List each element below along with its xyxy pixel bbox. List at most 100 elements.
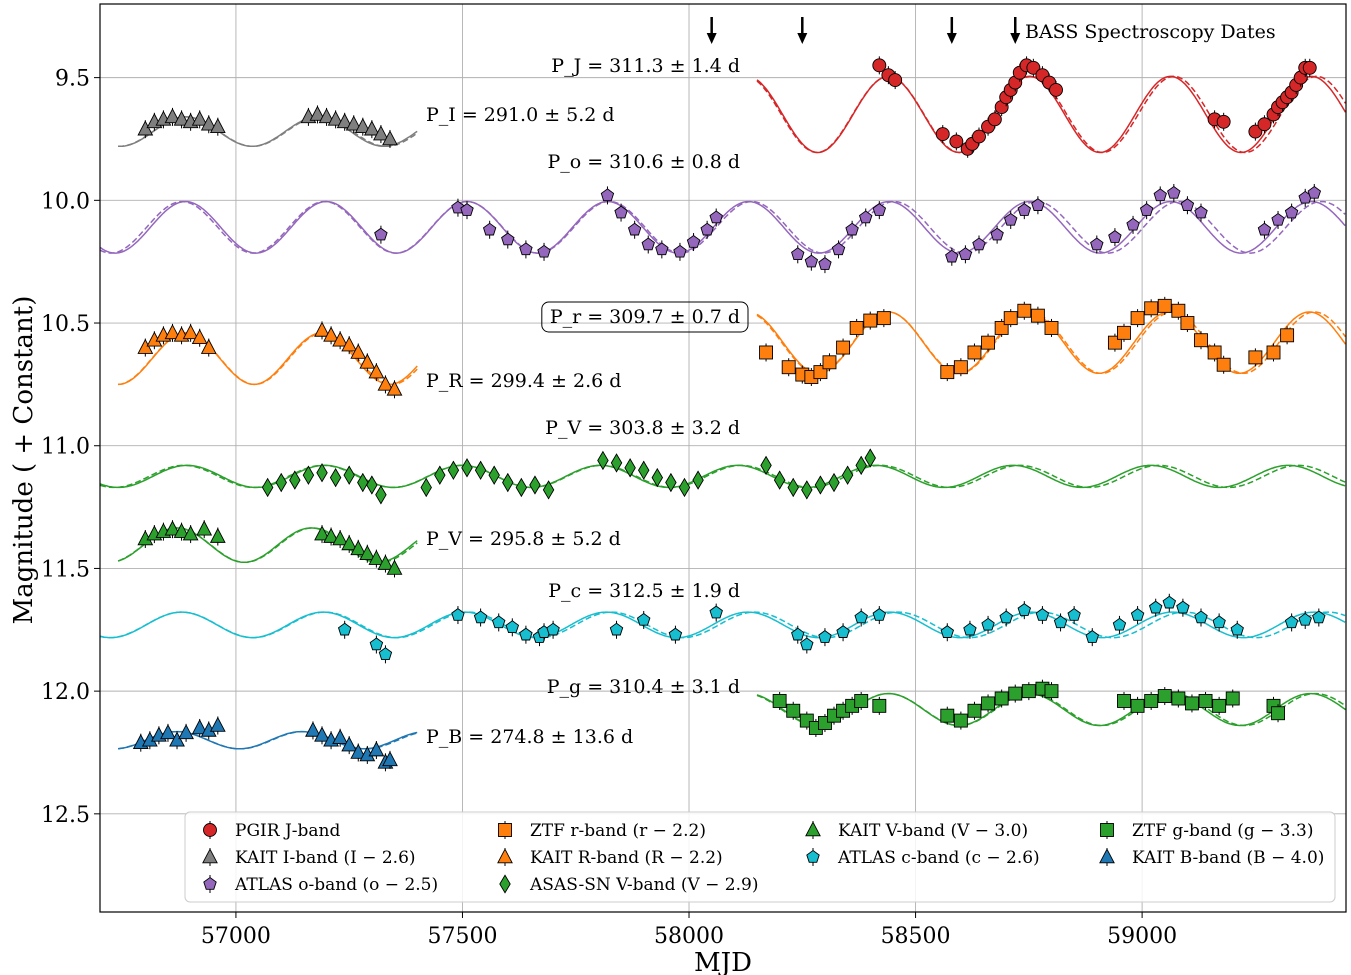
data-point <box>368 741 385 757</box>
spectroscopy-arrowhead <box>1010 33 1021 44</box>
spectroscopy-arrows: BASS Spectroscopy Dates <box>706 17 1276 44</box>
data-point <box>377 554 394 570</box>
data-point <box>502 472 514 493</box>
x-tick-label: 59000 <box>1107 924 1177 949</box>
legend-marker <box>202 848 218 864</box>
data-point <box>1153 188 1167 202</box>
data-point <box>1130 311 1145 326</box>
data-point <box>1216 357 1231 372</box>
period-annotation: P_B = 274.8 ± 13.6 d <box>426 726 633 748</box>
data-point <box>958 247 973 261</box>
data-point <box>967 345 982 360</box>
data-point <box>1248 124 1263 139</box>
data-point <box>363 120 380 136</box>
data-point <box>529 475 541 495</box>
data-point <box>336 113 353 129</box>
data-point <box>314 525 330 541</box>
legend-label: ASAS-SN V-band (V − 2.9) <box>529 875 758 895</box>
data-point <box>164 108 181 124</box>
data-point <box>345 115 362 131</box>
data-point <box>990 227 1004 241</box>
spectroscopy-arrowhead <box>706 33 717 44</box>
data-point <box>329 467 342 488</box>
data-point <box>374 227 388 241</box>
data-point <box>1167 185 1181 199</box>
data-point <box>261 477 274 498</box>
data-point <box>341 336 358 352</box>
data-point <box>972 129 986 144</box>
data-point <box>332 331 349 347</box>
data-point <box>341 736 358 752</box>
data-point <box>1003 212 1018 226</box>
data-point <box>200 338 217 354</box>
data-point <box>1144 301 1159 316</box>
data-point <box>173 110 190 126</box>
period-annotation: P_V = 295.8 ± 5.2 d <box>426 528 621 550</box>
data-point <box>200 115 217 131</box>
data-point <box>1117 694 1131 708</box>
legend-marker <box>1100 823 1114 837</box>
data-point <box>1021 684 1036 699</box>
data-point <box>981 335 996 350</box>
data-point <box>1031 198 1045 211</box>
data-point <box>709 210 723 224</box>
data-point <box>872 698 887 713</box>
data-point <box>854 610 868 624</box>
data-point <box>1216 114 1231 129</box>
data-point <box>836 625 850 638</box>
data-point <box>692 470 704 490</box>
data-point <box>1117 325 1131 340</box>
data-point <box>1266 345 1281 360</box>
data-point <box>461 458 473 478</box>
data-point <box>655 242 669 256</box>
data-point <box>773 470 786 490</box>
data-point <box>366 475 378 495</box>
data-point <box>1302 60 1317 75</box>
period-annotation: P_V = 303.8 ± 3.2 d <box>545 417 740 439</box>
data-point <box>309 105 326 121</box>
legend-label: KAIT V-band (V − 3.0) <box>838 821 1028 841</box>
data-point <box>314 321 330 337</box>
data-point <box>1180 316 1195 330</box>
spectroscopy-label: BASS Spectroscopy Dates <box>1025 21 1276 43</box>
data-point <box>945 249 959 263</box>
data-point <box>709 605 723 619</box>
data-point <box>332 530 349 546</box>
data-point <box>1271 212 1285 226</box>
data-point <box>373 125 389 141</box>
data-point <box>447 460 460 480</box>
data-point <box>1284 205 1299 219</box>
data-point <box>854 694 869 708</box>
data-point <box>1180 198 1195 211</box>
data-point <box>359 353 376 369</box>
data-point <box>1248 350 1263 365</box>
x-tick-label: 58000 <box>654 924 724 949</box>
data-point <box>940 365 955 380</box>
data-point <box>949 134 964 149</box>
data-point <box>651 467 664 488</box>
data-point <box>546 622 560 636</box>
data-point <box>800 637 814 651</box>
legend: PGIR J-band KAIT I-band (I − 2.6) ATLAS o-… <box>184 811 1336 903</box>
data-point <box>1307 185 1322 199</box>
data-point <box>178 724 194 740</box>
data-point <box>491 615 506 629</box>
data-point <box>668 627 683 641</box>
data-point <box>369 637 384 651</box>
data-point <box>1003 311 1018 326</box>
data-point <box>474 460 487 480</box>
data-point <box>1035 608 1050 621</box>
data-point <box>451 608 465 621</box>
data-point <box>818 257 832 270</box>
data-point <box>537 244 551 258</box>
data-point <box>637 460 650 480</box>
data-point <box>1212 615 1226 629</box>
data-point <box>1162 595 1177 609</box>
data-point <box>482 222 497 236</box>
data-point <box>164 520 181 536</box>
period-annotations: P_J = 311.3 ± 1.4 d P_I = 291.0 ± 5.2 d P_… <box>426 55 749 748</box>
data-point <box>209 527 226 543</box>
data-point <box>1044 684 1059 699</box>
legend-marker <box>805 821 821 837</box>
